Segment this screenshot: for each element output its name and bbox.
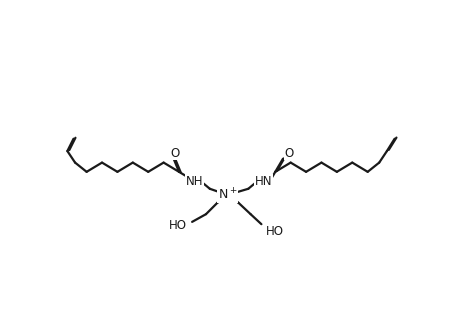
- Text: HO: HO: [168, 219, 186, 232]
- Text: O: O: [285, 147, 294, 160]
- Text: NH: NH: [186, 175, 203, 188]
- Text: HO: HO: [266, 225, 284, 238]
- Text: N$^+$: N$^+$: [218, 187, 237, 203]
- Text: HN: HN: [255, 175, 272, 188]
- Text: O: O: [170, 147, 180, 160]
